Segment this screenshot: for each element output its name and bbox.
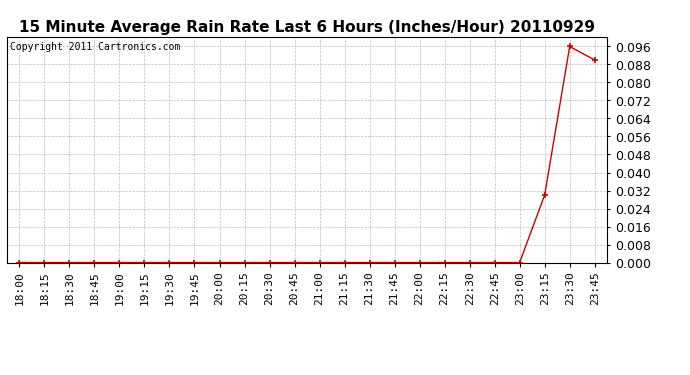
Text: Copyright 2011 Cartronics.com: Copyright 2011 Cartronics.com xyxy=(10,42,180,52)
Title: 15 Minute Average Rain Rate Last 6 Hours (Inches/Hour) 20110929: 15 Minute Average Rain Rate Last 6 Hours… xyxy=(19,20,595,35)
